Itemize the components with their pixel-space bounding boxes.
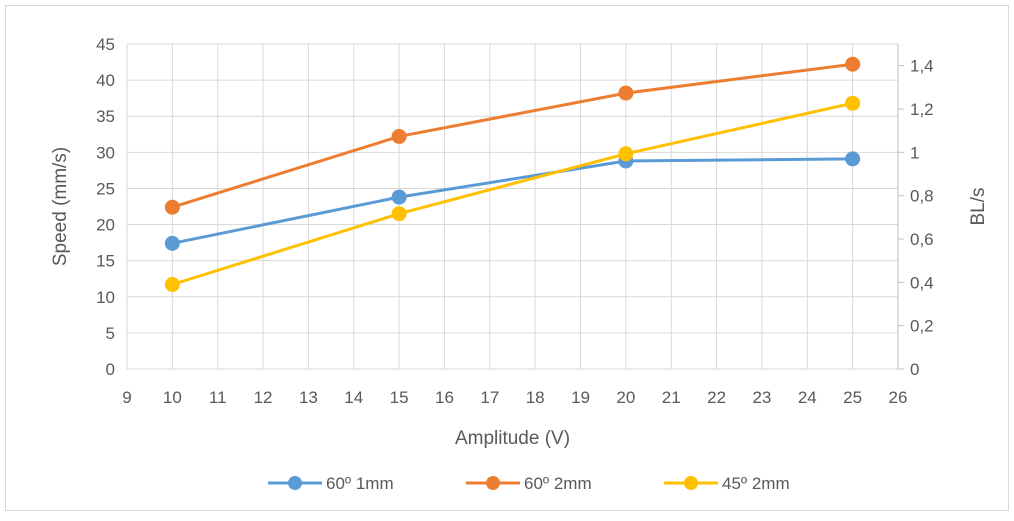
y-tick-label: 40 [96, 71, 115, 90]
series-line-1 [170, 157, 855, 245]
x-tick-label: 21 [662, 388, 681, 407]
x-tick-label: 23 [752, 388, 771, 407]
y2-tick-label: 0,4 [910, 273, 934, 292]
axes [897, 44, 904, 370]
y2-axis-ticks: 0 0,2 0,4 0,6 0,8 1 1,2 1,4 [910, 57, 934, 379]
data-point [618, 146, 634, 162]
x-tick-label: 16 [435, 388, 454, 407]
x-tick-label: 24 [798, 388, 817, 407]
data-point [845, 151, 861, 167]
y-axis-title: Speed (mm/s) [50, 147, 71, 266]
legend-label: 60º 1mm [326, 474, 394, 493]
y-tick-label: 35 [96, 107, 115, 126]
y2-tick-label: 0,8 [910, 187, 934, 206]
x-tick-label: 11 [209, 388, 227, 407]
y2-axis-title: BL/s [968, 187, 989, 225]
y2-tick-label: 1,2 [910, 100, 934, 119]
x-tick-label: 14 [344, 388, 363, 407]
legend-label: 45º 2mm [722, 474, 790, 493]
series-group [164, 56, 861, 292]
x-tick-label: 25 [843, 388, 862, 407]
legend: 60º 1mm 60º 2mm 45º 2mm [268, 474, 790, 493]
data-point [391, 128, 407, 144]
series-line-2 [170, 62, 855, 209]
x-axis-ticks: 9 10 11 12 13 14 15 16 17 18 19 20 21 22 23 24 25 26 [122, 388, 907, 407]
x-tick-label: 12 [254, 388, 273, 407]
y2-tick-label: 0,6 [910, 230, 934, 249]
y-tick-label: 10 [96, 288, 115, 307]
x-tick-label: 10 [163, 388, 182, 407]
x-tick-label: 13 [299, 388, 318, 407]
legend-label: 60º 2mm [524, 474, 592, 493]
x-tick-label: 18 [526, 388, 545, 407]
data-point [618, 85, 634, 101]
data-point [164, 277, 180, 292]
data-point [845, 95, 861, 111]
data-point [391, 206, 407, 222]
y-tick-label: 0 [106, 360, 115, 379]
legend-marker [684, 476, 698, 490]
data-point [845, 56, 861, 72]
x-tick-label: 9 [122, 388, 131, 407]
y-tick-label: 15 [96, 252, 115, 271]
y-tick-label: 25 [96, 179, 115, 198]
y-axis-ticks: 0 5 10 15 20 25 30 35 40 45 [96, 35, 115, 379]
y2-tick-label: 1 [910, 143, 919, 162]
data-point [164, 235, 180, 251]
x-tick-label: 20 [616, 388, 635, 407]
x-tick-label: 22 [707, 388, 726, 407]
legend-marker [486, 476, 500, 490]
data-point [164, 199, 180, 215]
grid-lines [126, 43, 899, 370]
x-tick-label: 15 [390, 388, 409, 407]
x-tick-label: 19 [571, 388, 590, 407]
x-tick-label: 17 [480, 388, 499, 407]
legend-marker [288, 476, 302, 490]
y2-tick-label: 0 [910, 360, 919, 379]
series-line-3 [170, 101, 855, 286]
y2-tick-label: 0,2 [910, 317, 934, 336]
x-tick-label: 26 [889, 388, 908, 407]
y-tick-label: 30 [96, 143, 115, 162]
y-tick-label: 5 [106, 324, 115, 343]
data-point [391, 189, 407, 205]
y-tick-label: 45 [96, 35, 115, 54]
y-tick-label: 20 [96, 216, 115, 235]
y2-tick-label: 1,4 [910, 57, 934, 76]
x-axis-title: Amplitude (V) [455, 428, 570, 449]
